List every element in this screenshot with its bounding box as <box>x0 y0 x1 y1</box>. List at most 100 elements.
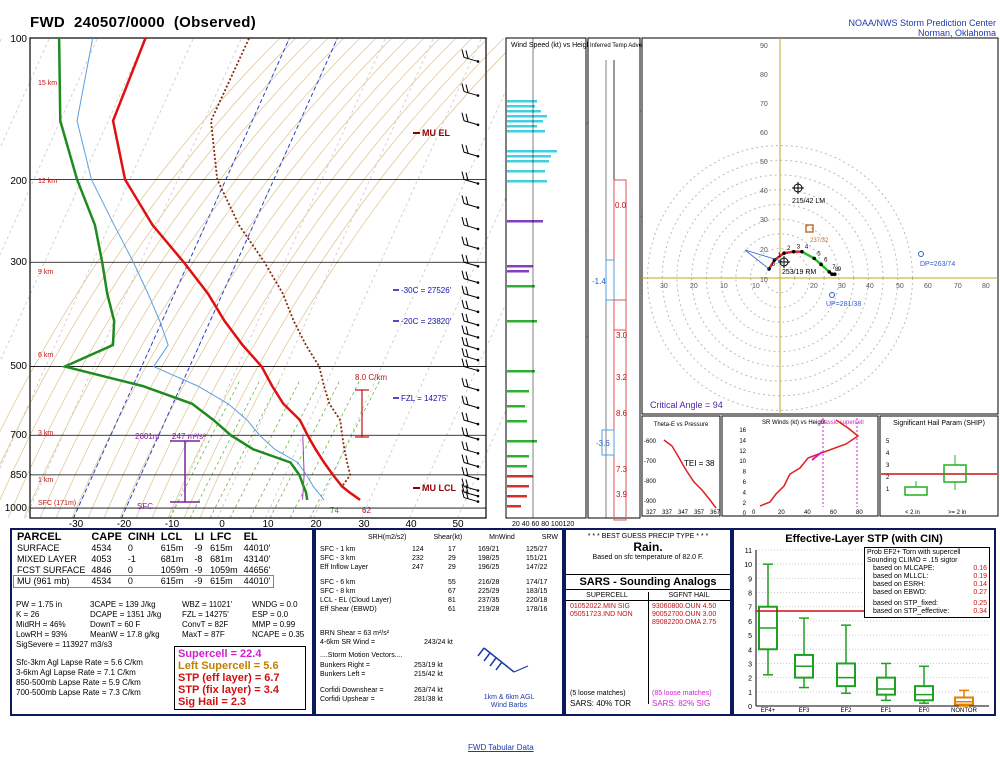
temp-label: 20 <box>310 519 322 530</box>
tadv-value: 3.0 <box>616 331 628 340</box>
temp-label: -10 <box>165 519 180 530</box>
wind-barb <box>463 332 479 338</box>
table-row: Eff Shear (EBWD) 61 219/28 178/16 <box>320 606 558 615</box>
wind-speed-bar <box>507 405 525 408</box>
rm-label: 253/19 RM <box>782 269 816 276</box>
wind-barb <box>465 286 469 295</box>
isotherm <box>265 37 482 519</box>
wind-barb-dot <box>476 477 480 481</box>
bunkers-left-value: 215/42 kt <box>414 671 443 678</box>
wind-barb <box>461 285 465 294</box>
table-cell: 147/22 <box>526 564 548 571</box>
wind-barb <box>463 151 479 157</box>
wind-barb <box>465 337 469 347</box>
wind-speed-bar <box>507 285 535 288</box>
wind-barb <box>465 412 469 422</box>
table-cell: 81 <box>448 597 456 604</box>
tadv-bar <box>613 179 627 331</box>
srw-y-label: 14 <box>739 438 746 444</box>
srw-x-label: 40 <box>804 510 811 516</box>
hodo-point-label: 1 <box>778 253 782 259</box>
isotherm <box>169 37 386 519</box>
table-cell: 219/28 <box>478 606 500 613</box>
table-cell: 216/28 <box>478 579 500 586</box>
table-cell: 225/29 <box>478 588 500 595</box>
table-cell: 29 <box>448 555 456 562</box>
hodo-point <box>800 249 804 254</box>
tei-label: TEI = 38 <box>684 459 715 468</box>
sfc-label: SFC <box>137 502 153 511</box>
tadv-value: 3.2 <box>616 373 628 382</box>
tabular-data-link[interactable]: FWD Tabular Data <box>468 743 534 752</box>
wind-speed-bar <box>507 115 547 118</box>
hodo-axis-label: 20 <box>760 247 768 254</box>
height-label-6km: 6 km <box>38 352 53 359</box>
wind-speed-bar <box>507 180 547 183</box>
temp-label: 10 <box>262 519 274 530</box>
srw-y-label: 0 <box>743 511 747 517</box>
stp-y-label: 8 <box>748 591 752 598</box>
wind-barb <box>461 441 465 450</box>
wind-barb-dot <box>476 182 480 185</box>
tadv-value: 0.0 <box>615 201 627 210</box>
hodo-point-label: 3 <box>797 245 801 251</box>
thermo-col4: WNDG = 0.0 ESP = 0.0 MMP = 0.99 NCAPE = 0.3… <box>252 600 305 639</box>
wind-speed-ticks: 20 40 60 80 100120 <box>512 521 574 528</box>
pressure-label-300: 300 <box>10 257 27 268</box>
sars-supercell-header: SUPERCELL <box>586 592 628 599</box>
hodo-point <box>791 249 796 254</box>
hodo-axis-label: 80 <box>982 283 990 290</box>
barb-caption: 1km & 6km AGL Wind Barbs <box>483 694 535 709</box>
t-sfc-label: 62 <box>362 506 371 515</box>
table-cell: 196/25 <box>478 564 500 571</box>
wind-speed-bar <box>507 155 551 158</box>
hodo-point-label: 8 <box>835 267 839 273</box>
srw-title: SR Winds (kt) vs Height <box>762 420 826 426</box>
wind-barb <box>461 395 465 404</box>
wind-barb <box>465 271 469 280</box>
ship-y-label: 2 <box>886 475 890 481</box>
table-cell: 17 <box>448 546 456 553</box>
temp-advection-title: Inferred Temp Advection (C / hr) <box>590 43 675 49</box>
stp-y-label: 7 <box>748 605 752 612</box>
skewt-profiles <box>57 37 361 501</box>
wind-barb <box>463 179 479 184</box>
hodo-axis-label: 10 <box>720 283 728 290</box>
wind-barb <box>461 325 465 334</box>
table-cell: 55 <box>448 579 456 586</box>
table-cell: 198/25 <box>478 555 500 562</box>
wind-barb <box>463 320 479 326</box>
wind-barb-dot <box>476 154 480 158</box>
stp-legend-row: based on MLLCL: 0.19 <box>873 573 987 580</box>
composite-indices: Supercell = 22.4 Left Supercell = 5.6 ST… <box>174 646 306 710</box>
mixing-ratio <box>249 379 321 519</box>
ship-x-label: < 2 in <box>905 510 920 516</box>
fzl-label: FZL = 14275' <box>401 394 448 403</box>
wind-speed-bar <box>507 130 545 133</box>
bunkers-right-value: 253/19 kt <box>414 662 443 669</box>
srw-x-label: 60 <box>830 510 837 516</box>
stp-y-label: 3 <box>748 661 752 668</box>
wind-speed-bar <box>507 160 549 163</box>
wind-barb <box>463 366 479 372</box>
table-cell: 183/15 <box>526 588 548 595</box>
table-cell: SFC - 8 km <box>320 588 356 595</box>
height-label-9km: 9 km <box>38 269 53 276</box>
stp-legend: Prob EF2+ Torn with supercell Sounding C… <box>864 547 990 618</box>
hodo-axis-label: 30 <box>760 217 768 224</box>
sars-hail-list: 93060800.OUN 4.50 90052700.OUN 3.00 890822… <box>652 603 717 626</box>
srw-y-label: 4 <box>743 490 747 496</box>
wind-barb <box>465 467 469 476</box>
height-label-12km: 12 km <box>38 178 57 185</box>
wind-barb <box>465 255 469 264</box>
wind-barb <box>463 91 479 97</box>
srw-y-label: 12 <box>739 449 746 455</box>
wind-barb-dot <box>476 206 480 209</box>
table-cell: 29 <box>448 564 456 571</box>
thermo-col3: WBZ = 11021' FZL = 14275' ConvT = 82F MaxT … <box>182 600 233 639</box>
wind-barb-dot <box>476 336 480 339</box>
table-cell: 220/18 <box>526 597 548 604</box>
m30c-label: -30C = 27526' <box>401 286 452 295</box>
wind-barb <box>463 474 479 480</box>
wind-barb <box>461 49 465 58</box>
